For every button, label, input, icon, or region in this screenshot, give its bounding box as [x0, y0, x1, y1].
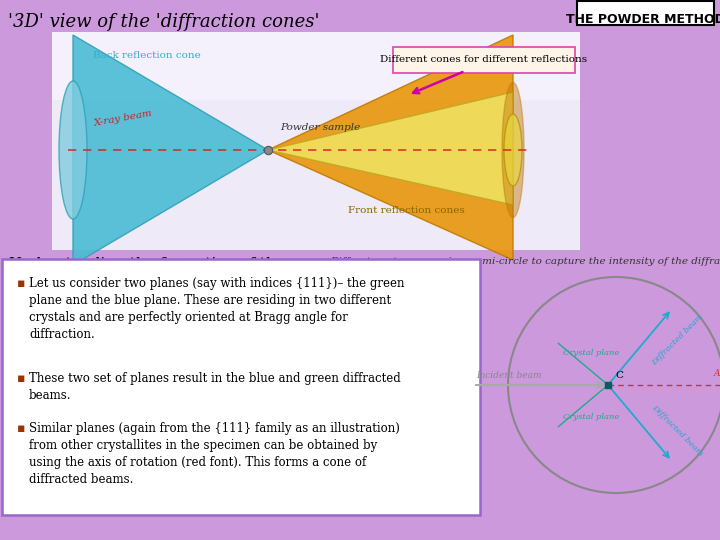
- Text: ▪: ▪: [17, 277, 25, 290]
- Text: Axis of rotation: Axis of rotation: [714, 369, 720, 378]
- Text: C: C: [615, 371, 623, 380]
- Polygon shape: [268, 35, 513, 260]
- Text: X-ray beam: X-ray beam: [93, 109, 153, 128]
- Text: ▪: ▪: [17, 372, 25, 385]
- FancyBboxPatch shape: [577, 1, 714, 25]
- Ellipse shape: [502, 83, 524, 218]
- Text: Powder sample: Powder sample: [280, 123, 360, 132]
- Text: Diffracted beam: Diffracted beam: [650, 403, 705, 458]
- Ellipse shape: [59, 81, 87, 219]
- Text: Different cones for different reflections: Different cones for different reflection…: [380, 56, 588, 64]
- Polygon shape: [73, 35, 268, 265]
- Text: Incident beam: Incident beam: [476, 371, 541, 380]
- Text: ▪: ▪: [17, 422, 25, 435]
- Text: Diffractometer moves in a semi-circle to capture the intensity of the diffracted: Diffractometer moves in a semi-circle to…: [330, 257, 720, 266]
- Text: Understanding the formation of the cones: Understanding the formation of the cones: [8, 257, 333, 271]
- Text: Let us consider two planes (say with indices {111})– the green
plane and the blu: Let us consider two planes (say with ind…: [29, 277, 405, 341]
- Text: Similar planes (again from the {111} family as an illustration)
from other cryst: Similar planes (again from the {111} fam…: [29, 422, 400, 486]
- FancyBboxPatch shape: [2, 259, 480, 515]
- Bar: [52, 32, 580, 100]
- Text: THE POWDER METHOD: THE POWDER METHOD: [566, 13, 720, 26]
- Text: Crystal plane: Crystal plane: [563, 349, 620, 357]
- Text: Front reflection cones: Front reflection cones: [348, 206, 464, 215]
- Text: '3D' view of the 'diffraction cones': '3D' view of the 'diffraction cones': [8, 13, 320, 31]
- Text: Crystal plane: Crystal plane: [563, 413, 620, 421]
- Polygon shape: [268, 92, 513, 205]
- Text: Back reflection cone: Back reflection cone: [93, 51, 201, 60]
- Text: Diffracted beam: Diffracted beam: [650, 312, 705, 367]
- Ellipse shape: [504, 114, 522, 186]
- FancyBboxPatch shape: [393, 47, 575, 73]
- Text: These two set of planes result in the blue and green diffracted
beams.: These two set of planes result in the bl…: [29, 372, 401, 402]
- Bar: [52, 32, 580, 250]
